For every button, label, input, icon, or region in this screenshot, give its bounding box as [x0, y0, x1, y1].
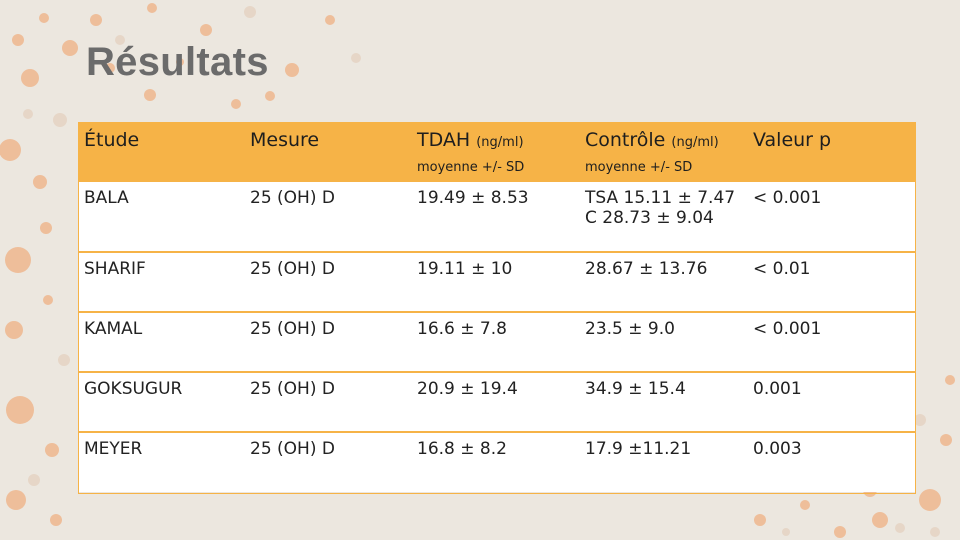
cell-pvalue: < 0.01: [753, 259, 811, 279]
cell-etude: GOKSUGUR: [84, 379, 183, 399]
cell-tdah: 20.9 ± 19.4: [417, 379, 518, 399]
header-mesure: Mesure: [250, 129, 320, 151]
cell-tdah: 16.8 ± 8.2: [417, 439, 507, 459]
results-table: Étude Mesure TDAH (ng/ml) moyenne +/- SD…: [78, 122, 916, 492]
header-controle-unit: (ng/ml): [671, 135, 719, 150]
cell-controle-line: C 28.73 ± 9.04: [585, 208, 714, 228]
cell-tdah: 19.49 ± 8.53: [417, 188, 529, 208]
cell-mesure: 25 (OH) D: [250, 439, 335, 459]
table-row: KAMAL 25 (OH) D 16.6 ± 7.8 23.5 ± 9.0 < …: [78, 312, 916, 372]
table-header-row: Étude Mesure TDAH (ng/ml) moyenne +/- SD…: [78, 122, 916, 182]
cell-pvalue: 0.001: [753, 379, 802, 399]
header-controle-sub: moyenne +/- SD: [585, 160, 693, 175]
cell-controle: 34.9 ± 15.4: [585, 379, 686, 399]
cell-etude: BALA: [84, 188, 129, 208]
header-tdah-unit: (ng/ml): [476, 135, 524, 150]
cell-mesure: 25 (OH) D: [250, 319, 335, 339]
cell-etude: MEYER: [84, 439, 143, 459]
table-row: GOKSUGUR 25 (OH) D 20.9 ± 19.4 34.9 ± 15…: [78, 372, 916, 432]
cell-etude: KAMAL: [84, 319, 143, 339]
cell-controle: 23.5 ± 9.0: [585, 319, 675, 339]
header-tdah-label: TDAH: [417, 129, 471, 151]
header-controle: Contrôle (ng/ml) moyenne +/- SD: [579, 122, 747, 182]
cell-mesure: 25 (OH) D: [250, 259, 335, 279]
cell-controle: TSA 15.11 ± 7.47 C 28.73 ± 9.04: [579, 182, 747, 252]
cell-pvalue: < 0.001: [753, 319, 822, 339]
cell-tdah: 16.6 ± 7.8: [417, 319, 507, 339]
cell-pvalue: < 0.001: [753, 188, 822, 208]
cell-mesure: 25 (OH) D: [250, 188, 335, 208]
cell-controle: 17.9 ±11.21: [585, 439, 692, 459]
header-tdah: TDAH (ng/ml) moyenne +/- SD: [411, 122, 579, 182]
cell-tdah: 19.11 ± 10: [417, 259, 513, 279]
cell-pvalue: 0.003: [753, 439, 802, 459]
table-row: BALA 25 (OH) D 19.49 ± 8.53 TSA 15.11 ± …: [78, 182, 916, 252]
table-row: MEYER 25 (OH) D 16.8 ± 8.2 17.9 ±11.21 0…: [78, 432, 916, 492]
slide-title: Résultats: [86, 40, 269, 84]
cell-controle-line: TSA 15.11 ± 7.47: [585, 188, 736, 208]
cell-etude: SHARIF: [84, 259, 146, 279]
header-pvalue: Valeur p: [753, 129, 832, 151]
header-etude: Étude: [84, 129, 140, 151]
table-row: SHARIF 25 (OH) D 19.11 ± 10 28.67 ± 13.7…: [78, 252, 916, 312]
cell-controle: 28.67 ± 13.76: [585, 259, 708, 279]
header-tdah-sub: moyenne +/- SD: [417, 160, 525, 175]
header-controle-label: Contrôle: [585, 129, 666, 151]
cell-mesure: 25 (OH) D: [250, 379, 335, 399]
